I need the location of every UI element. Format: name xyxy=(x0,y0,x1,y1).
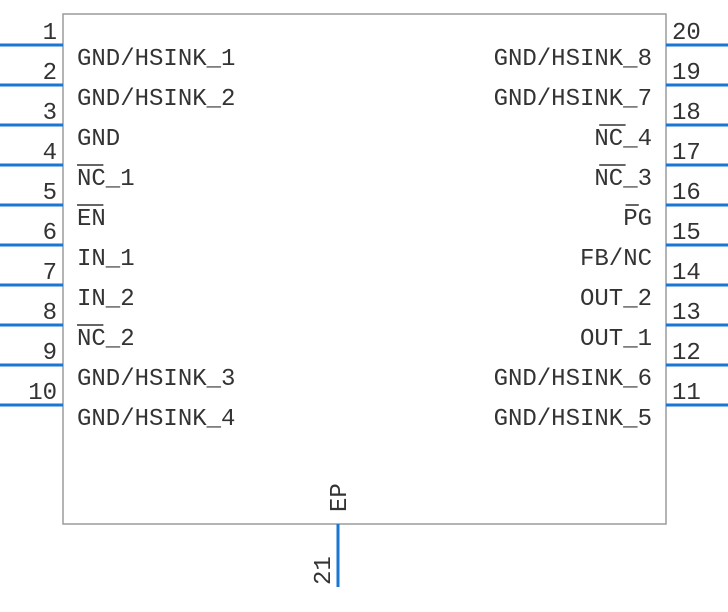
pin-6-number: 6 xyxy=(43,220,57,247)
pin-5-label: EN xyxy=(77,206,106,233)
pin-8-label: NC_2 xyxy=(77,326,135,353)
pin-4-number: 4 xyxy=(43,140,57,167)
pin-7-label: IN_2 xyxy=(77,286,135,313)
pin-9-label: GND/HSINK_3 xyxy=(77,366,235,393)
pin-21-number: 21 xyxy=(311,556,338,585)
pin-17-label: NC_3 xyxy=(594,166,652,193)
pin-10-number: 10 xyxy=(28,380,57,407)
pin-6-label: IN_1 xyxy=(77,246,135,273)
pin-8-number: 8 xyxy=(43,300,57,327)
schematic-stage: 1 GND/HSINK_1 2 GND/HSINK_2 3 GND 4 NC_1 5 EN 6 IN_… xyxy=(0,0,728,612)
pin-14-number: 14 xyxy=(672,260,701,287)
pin-1-label: GND/HSINK_1 xyxy=(77,46,235,73)
pin-1-number: 1 xyxy=(43,20,57,47)
pin-10-label: GND/HSINK_4 xyxy=(77,406,235,433)
schematic-svg: 1 GND/HSINK_1 2 GND/HSINK_2 3 GND 4 NC_1 5 EN 6 IN_… xyxy=(0,0,728,612)
pin-7-number: 7 xyxy=(43,260,57,287)
pin-19-label: GND/HSINK_7 xyxy=(494,86,652,113)
pin-15-label: FB/NC xyxy=(580,246,652,273)
pin-5-number: 5 xyxy=(43,180,57,207)
pin-21-label: EP xyxy=(327,483,354,512)
pin-12-number: 12 xyxy=(672,340,701,367)
pin-11-number: 11 xyxy=(672,380,701,407)
pin-20-number: 20 xyxy=(672,20,701,47)
pin-16-label: PG xyxy=(623,206,652,233)
pin-18-number: 18 xyxy=(672,100,701,127)
pin-2-number: 2 xyxy=(43,60,57,87)
pin-12-label: GND/HSINK_6 xyxy=(494,366,652,393)
pin-13-label: OUT_1 xyxy=(580,326,652,353)
pin-11-label: GND/HSINK_5 xyxy=(494,406,652,433)
pin-3-number: 3 xyxy=(43,100,57,127)
pin-15-number: 15 xyxy=(672,220,701,247)
pin-14-label: OUT_2 xyxy=(580,286,652,313)
pin-19-number: 19 xyxy=(672,60,701,87)
pin-13-number: 13 xyxy=(672,300,701,327)
pin-4-label: NC_1 xyxy=(77,166,135,193)
pin-9-number: 9 xyxy=(43,340,57,367)
pin-16-number: 16 xyxy=(672,180,701,207)
pin-3-label: GND xyxy=(77,126,120,153)
pin-20-label: GND/HSINK_8 xyxy=(494,46,652,73)
pin-18-label: NC_4 xyxy=(594,126,652,153)
pin-17-number: 17 xyxy=(672,140,701,167)
pin-2-label: GND/HSINK_2 xyxy=(77,86,235,113)
